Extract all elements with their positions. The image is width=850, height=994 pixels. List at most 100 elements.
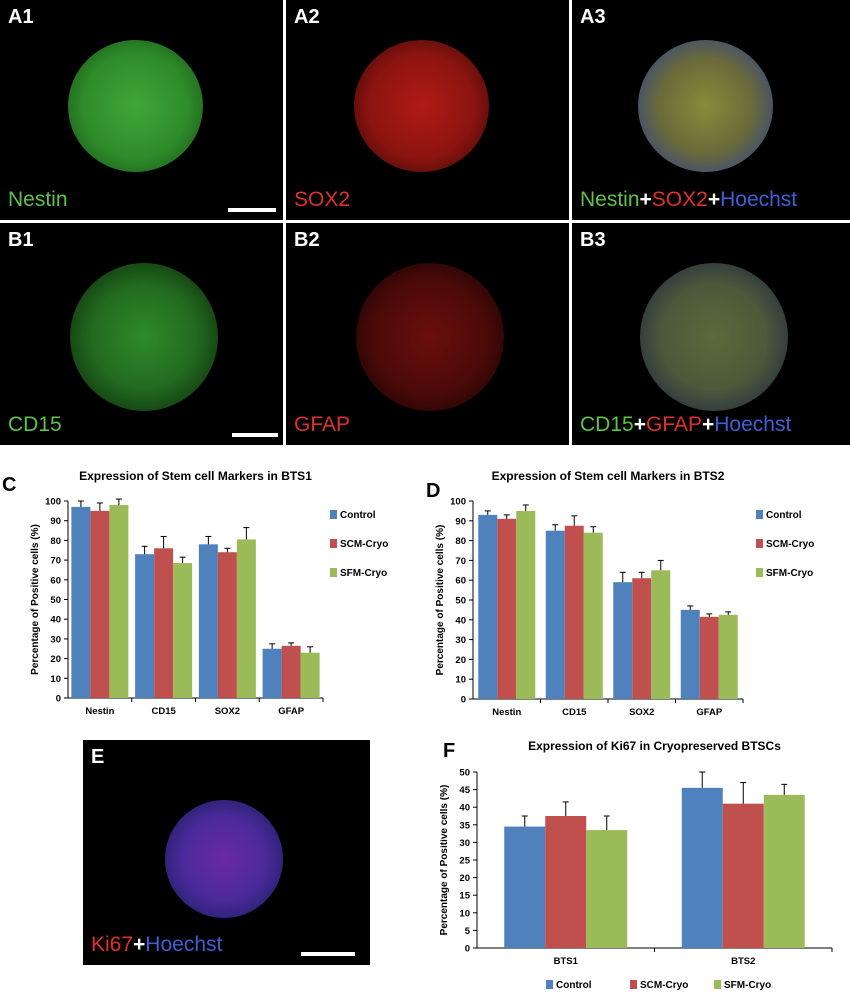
y-tick-label: 30 — [455, 635, 466, 646]
x-tick-label: Nestin — [85, 706, 114, 717]
panel-b2: B2 GFAP — [286, 223, 569, 445]
y-tick-label: 60 — [50, 575, 61, 586]
legend-swatch — [756, 568, 763, 577]
y-tick-label: 60 — [455, 576, 466, 587]
panel-label: E — [91, 746, 105, 768]
bar — [516, 510, 536, 699]
x-tick-label: GFAP — [278, 706, 305, 717]
stain-name: Hoechst — [145, 933, 223, 956]
x-tick-label: Nestin — [492, 707, 521, 718]
bar — [651, 570, 671, 699]
x-tick-label: CD15 — [562, 707, 587, 718]
legend-swatch — [330, 510, 337, 519]
panel-e: E Ki67+Hoechst — [83, 740, 370, 965]
chart-letter-f: F — [443, 740, 456, 762]
y-tick-label: 20 — [50, 654, 61, 665]
chart-f: Expression of Ki67 in Cryopreserved BTSC… — [440, 739, 833, 991]
bar — [497, 518, 517, 699]
bar — [478, 514, 498, 699]
x-tick-label: GFAP — [696, 707, 723, 718]
y-tick-label: 80 — [455, 536, 466, 547]
y-tick-label: 5 — [465, 926, 471, 937]
x-tick-label: SOX2 — [629, 707, 654, 718]
panel-label: B2 — [294, 229, 320, 251]
y-tick-label: 30 — [459, 838, 470, 849]
legend-label: Control — [340, 510, 376, 521]
y-tick-label: 50 — [50, 595, 61, 606]
bar — [763, 794, 805, 948]
y-tick-label: 50 — [455, 596, 466, 607]
stain-name: Nestin — [8, 188, 68, 211]
y-tick-label: 70 — [455, 556, 466, 567]
y-tick-label: 10 — [459, 908, 470, 919]
y-tick-label: 40 — [459, 803, 470, 814]
legend-swatch — [714, 980, 721, 989]
stain-name: Ki67 — [91, 933, 134, 956]
y-tick-label: 10 — [455, 675, 466, 686]
y-tick-label: 20 — [455, 655, 466, 666]
legend-swatch — [756, 539, 763, 548]
bar — [154, 548, 174, 698]
bar — [586, 830, 628, 948]
bar — [281, 645, 301, 698]
chart-title: Expression of Ki67 in Cryopreserved BTSC… — [528, 739, 781, 753]
x-tick-label: BTS1 — [554, 956, 579, 967]
plus-sign: + — [702, 413, 715, 436]
spheroid-image — [356, 263, 504, 411]
plus-sign: + — [639, 188, 652, 211]
legend-swatch — [330, 568, 337, 577]
bar — [722, 803, 764, 948]
panel-label: A1 — [8, 6, 34, 28]
spheroid-image — [354, 40, 489, 172]
stain-name: SOX2 — [651, 188, 708, 211]
stain-name: GFAP — [294, 413, 351, 436]
legend-label: SCM-Cryo — [640, 980, 688, 991]
y-tick-label: 35 — [459, 820, 470, 831]
bar — [613, 582, 633, 699]
y-tick-label: 45 — [459, 785, 470, 796]
channel-caption: CD15+GFAP+Hoechst — [580, 413, 791, 437]
panel-label: A2 — [294, 6, 320, 28]
channel-caption: SOX2 — [294, 188, 350, 212]
bar — [90, 510, 110, 698]
y-tick-label: 100 — [450, 497, 466, 508]
panel-b3: B3 CD15+GFAP+Hoechst — [572, 223, 850, 445]
bar — [564, 525, 584, 699]
spheroid-image — [638, 40, 773, 172]
panel-label: B3 — [580, 229, 606, 251]
chart-letter-d: D — [426, 480, 441, 502]
chart-d: Expression of Stem cell Markers in BTS2 P… — [435, 469, 814, 718]
panel-label: B1 — [8, 229, 34, 251]
plus-sign: + — [133, 933, 146, 956]
x-tick-label: CD15 — [151, 706, 176, 717]
scale-bar — [301, 952, 355, 956]
bar — [718, 614, 738, 699]
panel-a1: A1 Nestin — [0, 0, 283, 220]
y-tick-label: 0 — [461, 695, 466, 706]
y-tick-label: 90 — [455, 516, 466, 527]
panel-a3: A3 Nestin+SOX2+Hoechst — [572, 0, 850, 220]
legend-swatch — [330, 539, 337, 548]
spheroid-image — [68, 40, 203, 172]
spheroid-image — [70, 263, 218, 411]
bar — [680, 609, 700, 699]
bar — [135, 554, 155, 698]
legend-swatch — [756, 510, 763, 519]
stain-name: SOX2 — [294, 188, 351, 211]
legend-label: SFM-Cryo — [766, 568, 813, 579]
panel-b1: B1 CD15 — [0, 223, 283, 445]
bar — [236, 539, 256, 698]
y-axis-label: Percentage of Positive cells (%) — [435, 525, 446, 676]
bar — [198, 544, 218, 698]
legend-swatch — [630, 980, 637, 989]
bar — [217, 552, 237, 698]
y-tick-label: 90 — [50, 516, 61, 527]
stain-name: Nestin — [580, 188, 640, 211]
channel-caption: Ki67+Hoechst — [91, 933, 222, 957]
x-tick-label: BTS2 — [731, 956, 755, 967]
bar — [545, 816, 587, 948]
panel-label: A3 — [580, 6, 606, 28]
y-tick-label: 50 — [459, 768, 470, 779]
legend-label: SCM-Cryo — [766, 539, 814, 550]
y-tick-label: 25 — [459, 856, 470, 867]
